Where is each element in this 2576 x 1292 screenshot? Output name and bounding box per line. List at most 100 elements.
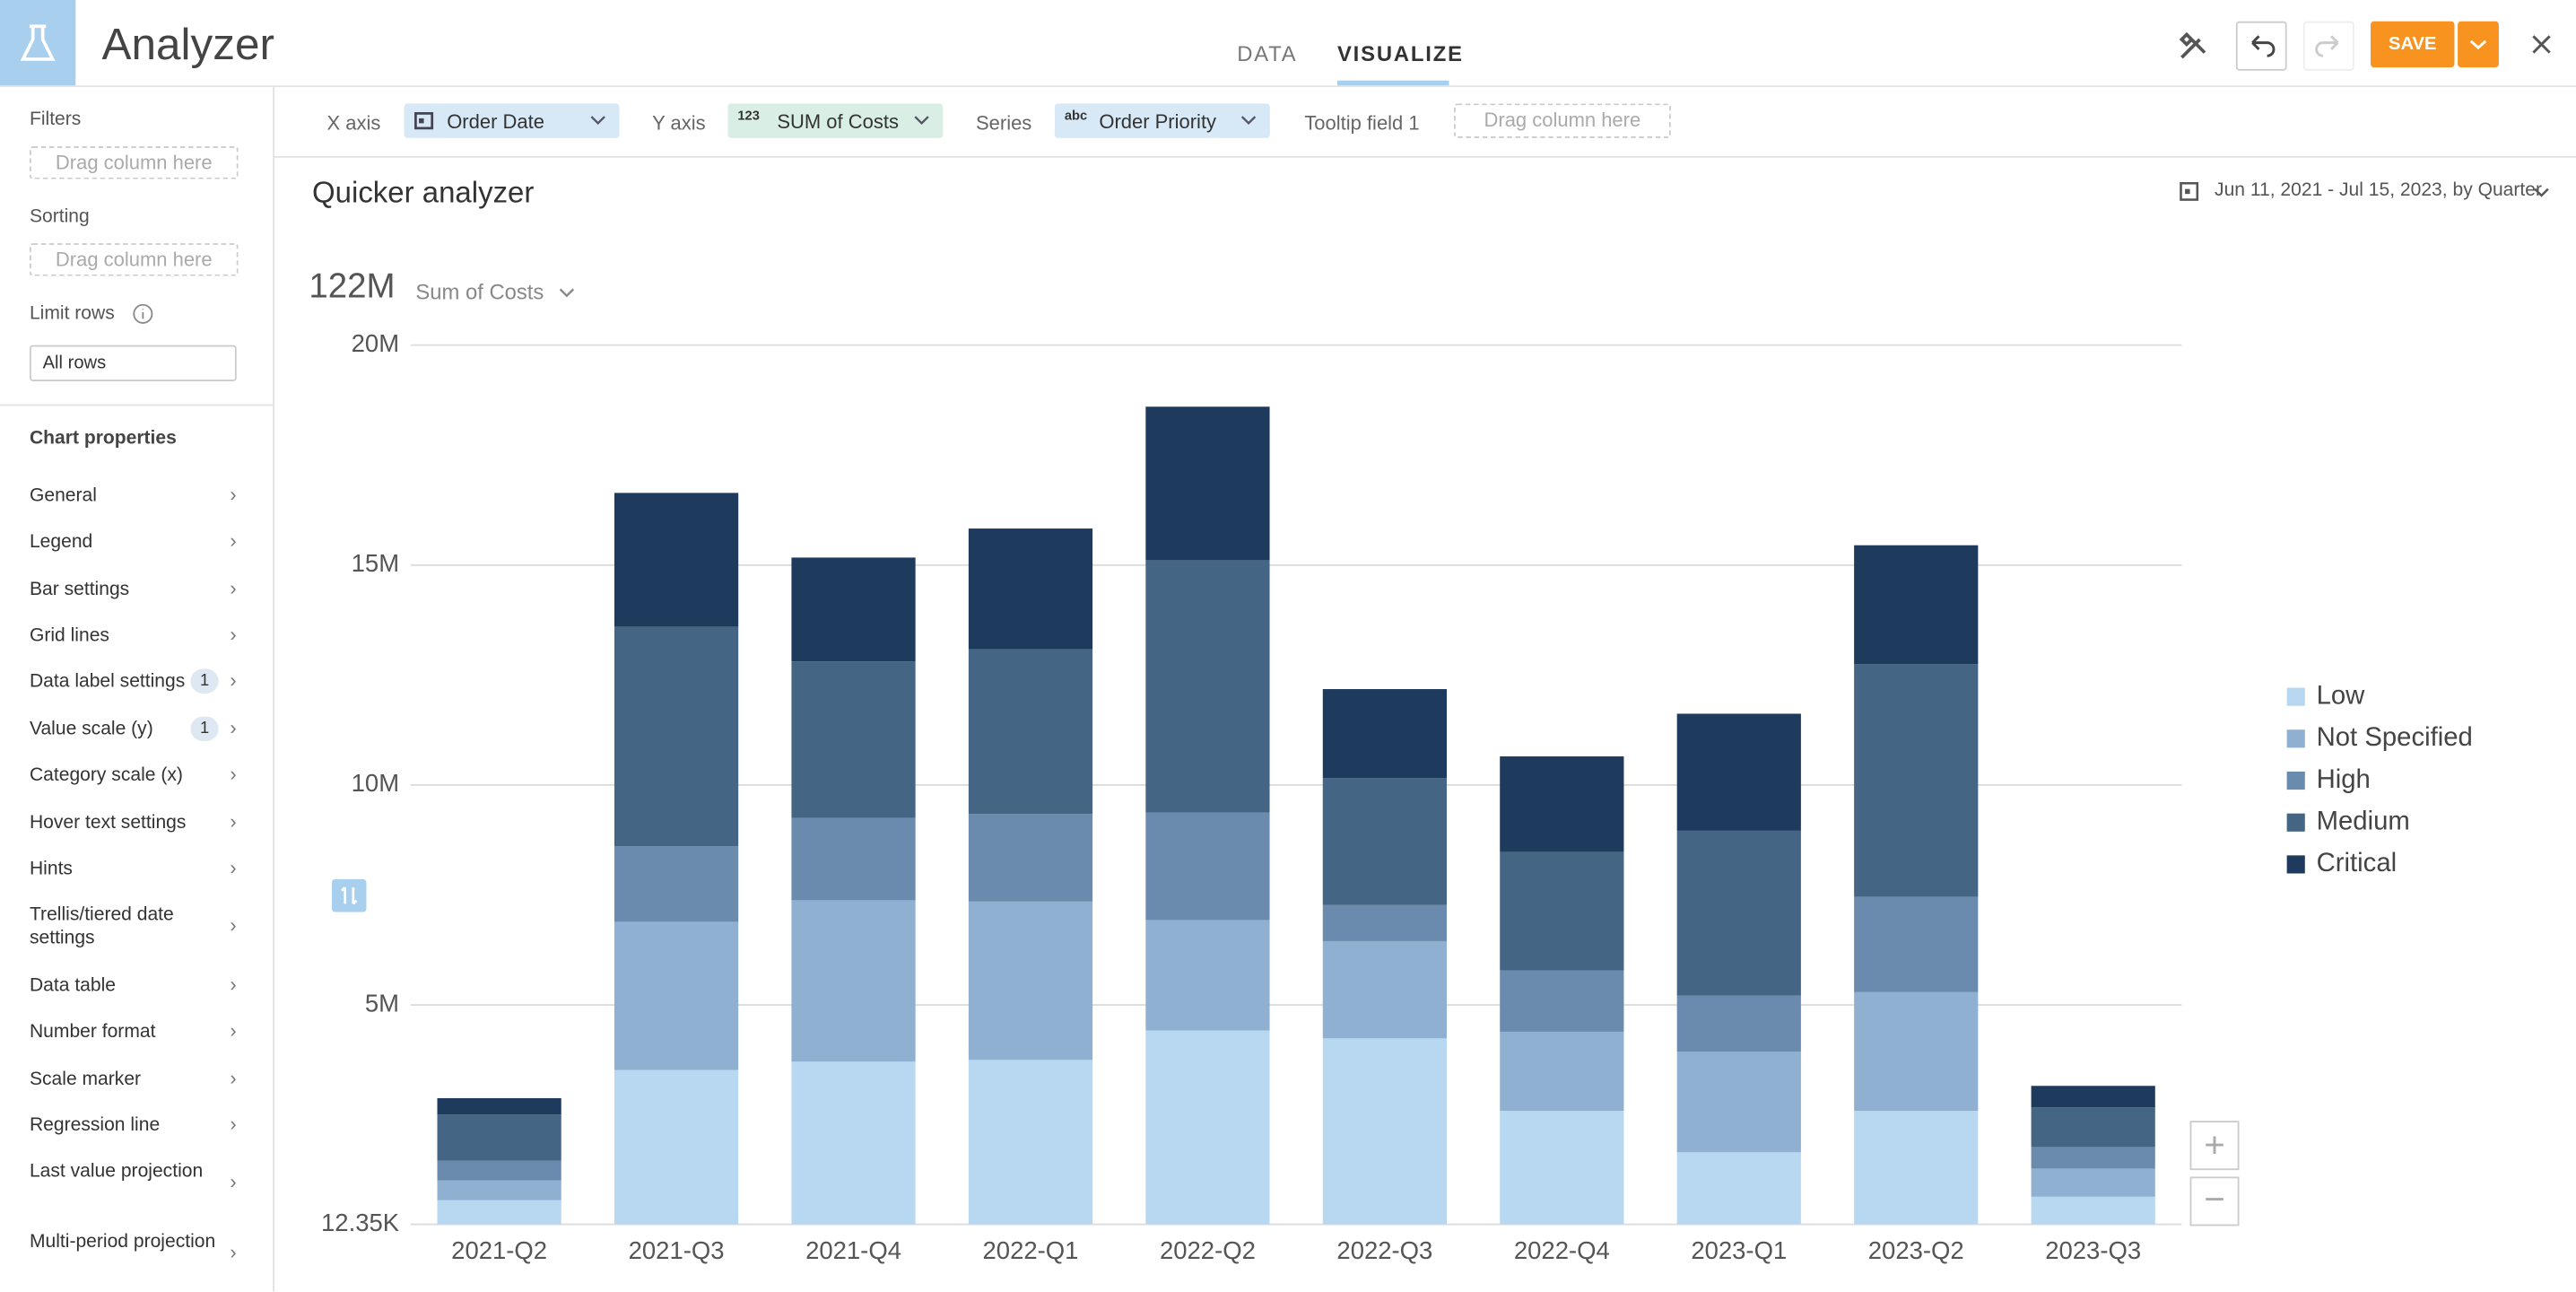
save-menu-button[interactable] — [2458, 21, 2499, 68]
type-icon: 123 — [737, 108, 760, 124]
measure-name[interactable]: Sum of Costs — [415, 279, 544, 304]
bar-segment — [1676, 1052, 1801, 1153]
chevron — [2534, 188, 2549, 197]
chevron: › — [230, 528, 237, 553]
redo-button[interactable] — [2302, 21, 2354, 71]
drop-zone[interactable]: Drag column here — [1453, 103, 1671, 138]
property-row[interactable]: General › — [0, 478, 273, 514]
property-label: Bar settings — [29, 580, 130, 600]
field-chip[interactable]: Order Date — [404, 103, 620, 138]
bar-segment — [791, 817, 916, 901]
bar-segment — [791, 661, 916, 818]
x-tick-label: 2022-Q2 — [1160, 1236, 1256, 1264]
total-value: 122M — [309, 267, 396, 306]
bar-segment — [1322, 778, 1447, 905]
bar-segment — [1500, 1111, 1624, 1225]
chevron: › — [230, 1240, 237, 1264]
toolbar: X axis Order Date Y axis 123 SUM of Costs… — [274, 87, 2576, 158]
bar-segment — [1500, 1031, 1624, 1112]
property-row[interactable]: Hover text settings › — [0, 805, 273, 841]
chevron: › — [230, 762, 237, 786]
section-title: Filters — [29, 109, 82, 130]
field-name: SUM of Costs — [777, 109, 899, 134]
chevron — [1240, 116, 1257, 126]
date-range[interactable]: Jun 11, 2021 - Jul 15, 2023, by Quarter — [2215, 180, 2542, 201]
chevron — [590, 116, 605, 126]
bar-segment — [1500, 970, 1624, 1032]
field-label: Series — [975, 111, 1032, 135]
property-label: Last value projection — [29, 1161, 204, 1182]
y-tick-label: 12.35K — [321, 1209, 400, 1236]
section-title: Limit rows — [29, 303, 115, 324]
property-row[interactable]: Last value projection › — [0, 1154, 273, 1201]
x-tick-label: 2022-Q1 — [983, 1236, 1079, 1264]
zoom-out-button[interactable]: − — [2189, 1176, 2240, 1227]
chevron: › — [230, 1018, 237, 1043]
drop-zone[interactable]: Drag column here — [29, 243, 239, 276]
property-row[interactable]: Regression line › — [0, 1108, 273, 1144]
field-chip[interactable]: abc Order Priority — [1054, 103, 1270, 138]
property-row[interactable]: Scale marker › — [0, 1061, 273, 1097]
property-row[interactable]: Data table › — [0, 968, 273, 1004]
property-row[interactable]: Bar settings › — [0, 572, 273, 607]
x-tick-label: 2023-Q2 — [1868, 1236, 1964, 1264]
bar-segment — [1145, 560, 1270, 813]
property-label: Data table — [29, 975, 117, 996]
bar-segment — [1322, 1038, 1447, 1225]
logo-icon — [20, 24, 56, 61]
property-row[interactable]: Legend › — [0, 524, 273, 560]
limit-input[interactable]: All rows — [29, 345, 237, 381]
x-tick-label: 2021-Q3 — [629, 1236, 725, 1264]
save-button[interactable]: SAVE — [2371, 21, 2455, 68]
type-icon: abc — [1064, 108, 1088, 124]
chevron: › — [230, 973, 237, 996]
legend-swatch — [2286, 771, 2305, 790]
chevron: › — [230, 856, 237, 879]
section-title: Chart properties — [29, 429, 177, 450]
property-row[interactable]: Multi-period projection › — [0, 1225, 273, 1272]
chevron: › — [230, 576, 237, 600]
legend-label: Critical — [2317, 848, 2398, 877]
chevron: › — [230, 1113, 237, 1136]
field-name: Order Priority — [1099, 109, 1217, 134]
property-label: Scale marker — [29, 1069, 142, 1090]
bar-segment — [1322, 689, 1447, 779]
swap-axis-button[interactable] — [331, 878, 367, 912]
property-row[interactable]: Value scale (y) 1 › — [0, 711, 273, 747]
bar-segment — [437, 1097, 561, 1115]
x-tick-label: 2022-Q4 — [1514, 1236, 1610, 1264]
bar-segment — [1854, 545, 1979, 665]
field-chip[interactable]: 123 SUM of Costs — [727, 103, 944, 138]
bar-segment — [614, 921, 739, 1070]
tab[interactable]: DATA — [1237, 40, 1298, 66]
tab[interactable]: VISUALIZE — [1336, 40, 1464, 66]
field-name: Order Date — [447, 109, 544, 134]
property-row[interactable]: Data label settings 1 › — [0, 664, 273, 700]
bar-segment — [614, 1069, 739, 1225]
info-icon[interactable] — [132, 302, 155, 326]
chevron — [559, 288, 575, 298]
close-icon[interactable] — [2530, 33, 2554, 57]
bar-segment — [437, 1180, 561, 1200]
property-row[interactable]: Trellis/tiered date settings › — [0, 897, 273, 948]
logo[interactable] — [0, 0, 76, 86]
chevron: › — [230, 716, 237, 740]
x-tick-label: 2021-Q4 — [805, 1236, 901, 1264]
property-label: Trellis/tiered date settings — [29, 905, 174, 948]
bar-segment — [791, 1061, 916, 1225]
chevron: › — [230, 1170, 237, 1193]
undo-button[interactable] — [2235, 21, 2287, 71]
property-row[interactable]: Number format › — [0, 1014, 273, 1050]
bar-segment — [791, 557, 916, 662]
bar-segment — [1500, 851, 1624, 971]
zoom-in-button[interactable]: + — [2189, 1121, 2240, 1171]
legend-swatch — [2286, 855, 2305, 874]
property-row[interactable]: Category scale (x) › — [0, 757, 273, 793]
drop-zone[interactable]: Drag column here — [29, 146, 239, 179]
property-label: Number format — [29, 1022, 156, 1043]
property-row[interactable]: Grid lines › — [0, 618, 273, 654]
tools-icon[interactable] — [2177, 30, 2210, 63]
bar-segment — [437, 1114, 561, 1161]
property-row[interactable]: Hints › — [0, 851, 273, 887]
